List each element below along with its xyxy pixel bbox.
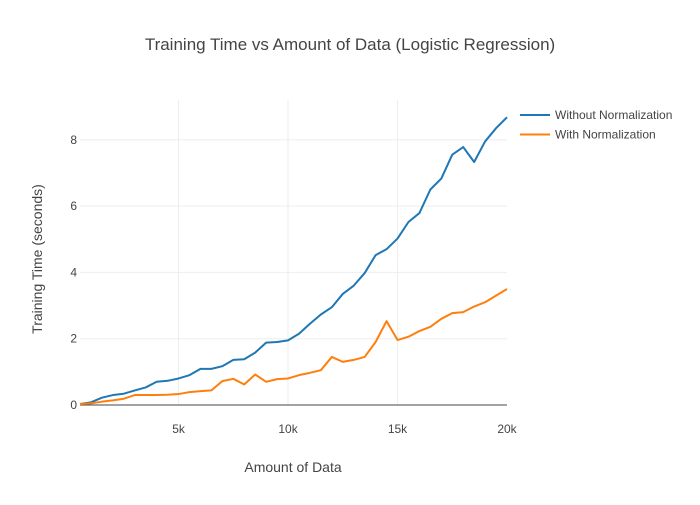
grid-lines (80, 100, 507, 405)
series-line-0[interactable] (79, 116, 508, 405)
x-tick-label: 5k (172, 422, 186, 436)
y-tick-label: 4 (70, 265, 77, 279)
x-tick-label: 20k (497, 422, 517, 436)
legend-item-0[interactable]: Without Normalization (520, 108, 672, 122)
series-line-1[interactable] (79, 288, 508, 406)
series-lines (79, 116, 508, 406)
x-tick-label: 10k (278, 422, 298, 436)
chart-title: Training Time vs Amount of Data (Logisti… (145, 35, 555, 54)
legend[interactable]: Without Normalization With Normalization (520, 108, 672, 142)
legend-item-1[interactable]: With Normalization (520, 128, 656, 142)
y-tick-label: 6 (70, 199, 77, 213)
y-axis-title: Training Time (seconds) (29, 184, 45, 334)
x-tick-label: 15k (388, 422, 408, 436)
y-tick-label: 0 (70, 398, 77, 412)
legend-label: Without Normalization (555, 108, 672, 122)
tick-labels: 5k 10k 15k 20k 0 2 4 6 8 (70, 133, 517, 436)
y-tick-label: 8 (70, 133, 77, 147)
x-axis-title: Amount of Data (244, 459, 341, 475)
y-tick-label: 2 (70, 332, 77, 346)
legend-label: With Normalization (555, 128, 656, 142)
